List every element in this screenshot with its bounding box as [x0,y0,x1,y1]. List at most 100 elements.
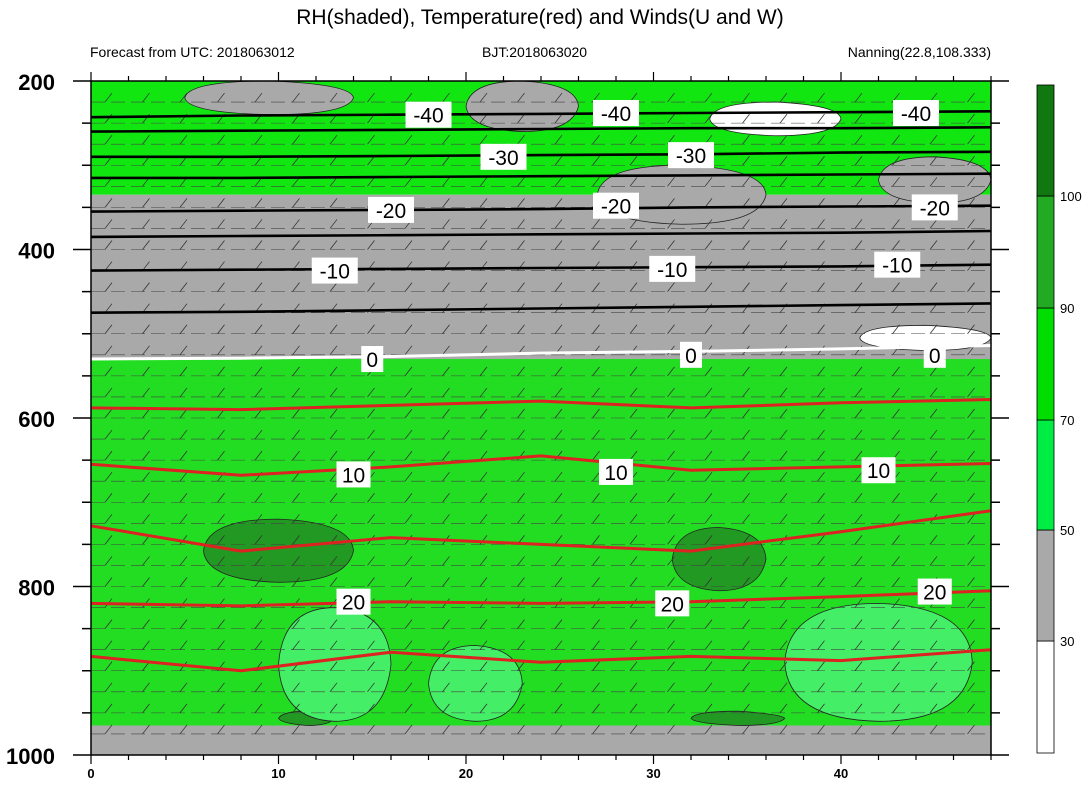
wind-barb-feather [742,493,750,503]
wind-barb-feather [179,324,188,334]
wind-barb-feather [404,640,413,650]
wind-barb-feather [704,282,713,292]
colorbar-label: 50 [1060,523,1074,538]
temperature-contour--25 [91,172,991,180]
wind-barb-feather [854,92,863,103]
wind-barb-feather [742,324,750,334]
wind-barb-feather [892,535,900,545]
wind-barb-feather [742,240,750,250]
wind-barb-feather [329,640,338,650]
wind-barb-feather [442,514,450,524]
wind-barb-feather [329,450,338,461]
wind-barb-feather [329,198,338,208]
wind-barb-feather [254,198,263,208]
wind-barb-feather [329,177,338,187]
wind-barb-feather [629,240,638,250]
wind-barb-feather [329,556,338,566]
wind-barb-feather [817,640,825,650]
contour-label: -20 [601,196,631,219]
wind-barb-feather [967,366,975,377]
contour-label: 10 [604,462,627,485]
bjt-subtitle: BJT:2018063020 [482,44,587,60]
wind-barb-feather [967,324,975,334]
wind-barb-feather [704,92,713,103]
wind-barb-feather [292,408,300,419]
wind-barb-feather [892,177,900,187]
plot-area [91,81,991,755]
wind-barb-feather [517,81,519,82]
wind-barb-feather [104,703,113,714]
wind-barb-feather [704,198,713,208]
wind-barb-feather [217,198,225,208]
wind-barb-feather [854,429,863,440]
wind-barb-feather [592,682,600,693]
wind-barb-feather [442,134,450,145]
wind-barb-feather [179,198,188,208]
wind-barb-feather [142,682,150,693]
wind-barb-feather [554,640,563,650]
wind-barb-feather [667,113,675,124]
wind-barb-feather [442,387,450,398]
wind-barb-feather [217,134,225,145]
y-tick-label: 1000 [6,744,55,769]
wind-barb-feather [404,682,413,693]
wind-barb-feather [854,682,863,693]
wind-barb-feather [779,366,788,377]
wind-barb-feather [929,682,938,693]
wind-barb-feather [254,92,263,103]
wind-barb-feather [967,556,975,566]
wind-barb-feather [967,514,975,524]
wind-barb-feather [592,240,600,250]
wind-barb-feather [517,134,525,145]
wind-barb-feather [104,682,113,693]
contour-label: -40 [601,103,631,126]
wind-barb-feather [442,493,450,503]
wind-barb-feather [779,429,788,440]
gray-patch-top-left [184,81,354,116]
wind-barb-feather [892,640,900,650]
wind-barb-feather [479,282,488,292]
wind-barb-feather [779,113,788,124]
contour-label: -30 [488,147,518,170]
wind-barb-feather [329,156,338,166]
wind-barb-feather [104,724,113,735]
wind-barb-feather [967,661,975,671]
wind-barb-feather [254,682,263,693]
wind-barb-feather [817,724,825,735]
wind-barb-feather [217,724,225,735]
wind-barb-feather [479,92,488,103]
wind-barb-feather [929,619,938,629]
wind-barb-feather [217,577,225,587]
x-tick-label: 10 [271,766,285,781]
wind-barb-feather [817,471,825,482]
temperature-contour-5 [91,398,991,412]
y-tick-label: 800 [18,576,55,601]
wind-barb-feather [442,682,450,693]
contour-label-box [668,142,714,169]
wind-barb-feather [854,156,863,166]
wind-barb-feather [554,514,563,524]
temperature-contour--35 [91,126,991,133]
wind-barb-feather [517,661,525,671]
wind-barb-feather [292,724,300,735]
contour-label: 10 [867,460,890,483]
wind-barb-feather [292,198,300,208]
wind-barb-feather [742,177,750,187]
wind-barb-feather [629,408,638,419]
x-tick-label: 30 [646,766,660,781]
wind-barb-feather [329,240,338,250]
wind-barb-feather [292,703,300,714]
wind-barb-feather [592,282,600,292]
wind-barb-feather [479,661,488,671]
wind-barb-feather [629,577,638,587]
wind-barb-feather [404,703,413,714]
wind-barb-feather [704,682,713,693]
wind-barb-feather [817,661,825,671]
wind-barb-feather [629,429,638,440]
wind-barb-feather [779,156,788,166]
wind-barb-feather [854,598,863,608]
wind-barb-feather [929,324,938,334]
wind-barb-feather [780,81,781,82]
wind-barb-feather [329,92,338,103]
wind-barb-feather [854,640,863,650]
